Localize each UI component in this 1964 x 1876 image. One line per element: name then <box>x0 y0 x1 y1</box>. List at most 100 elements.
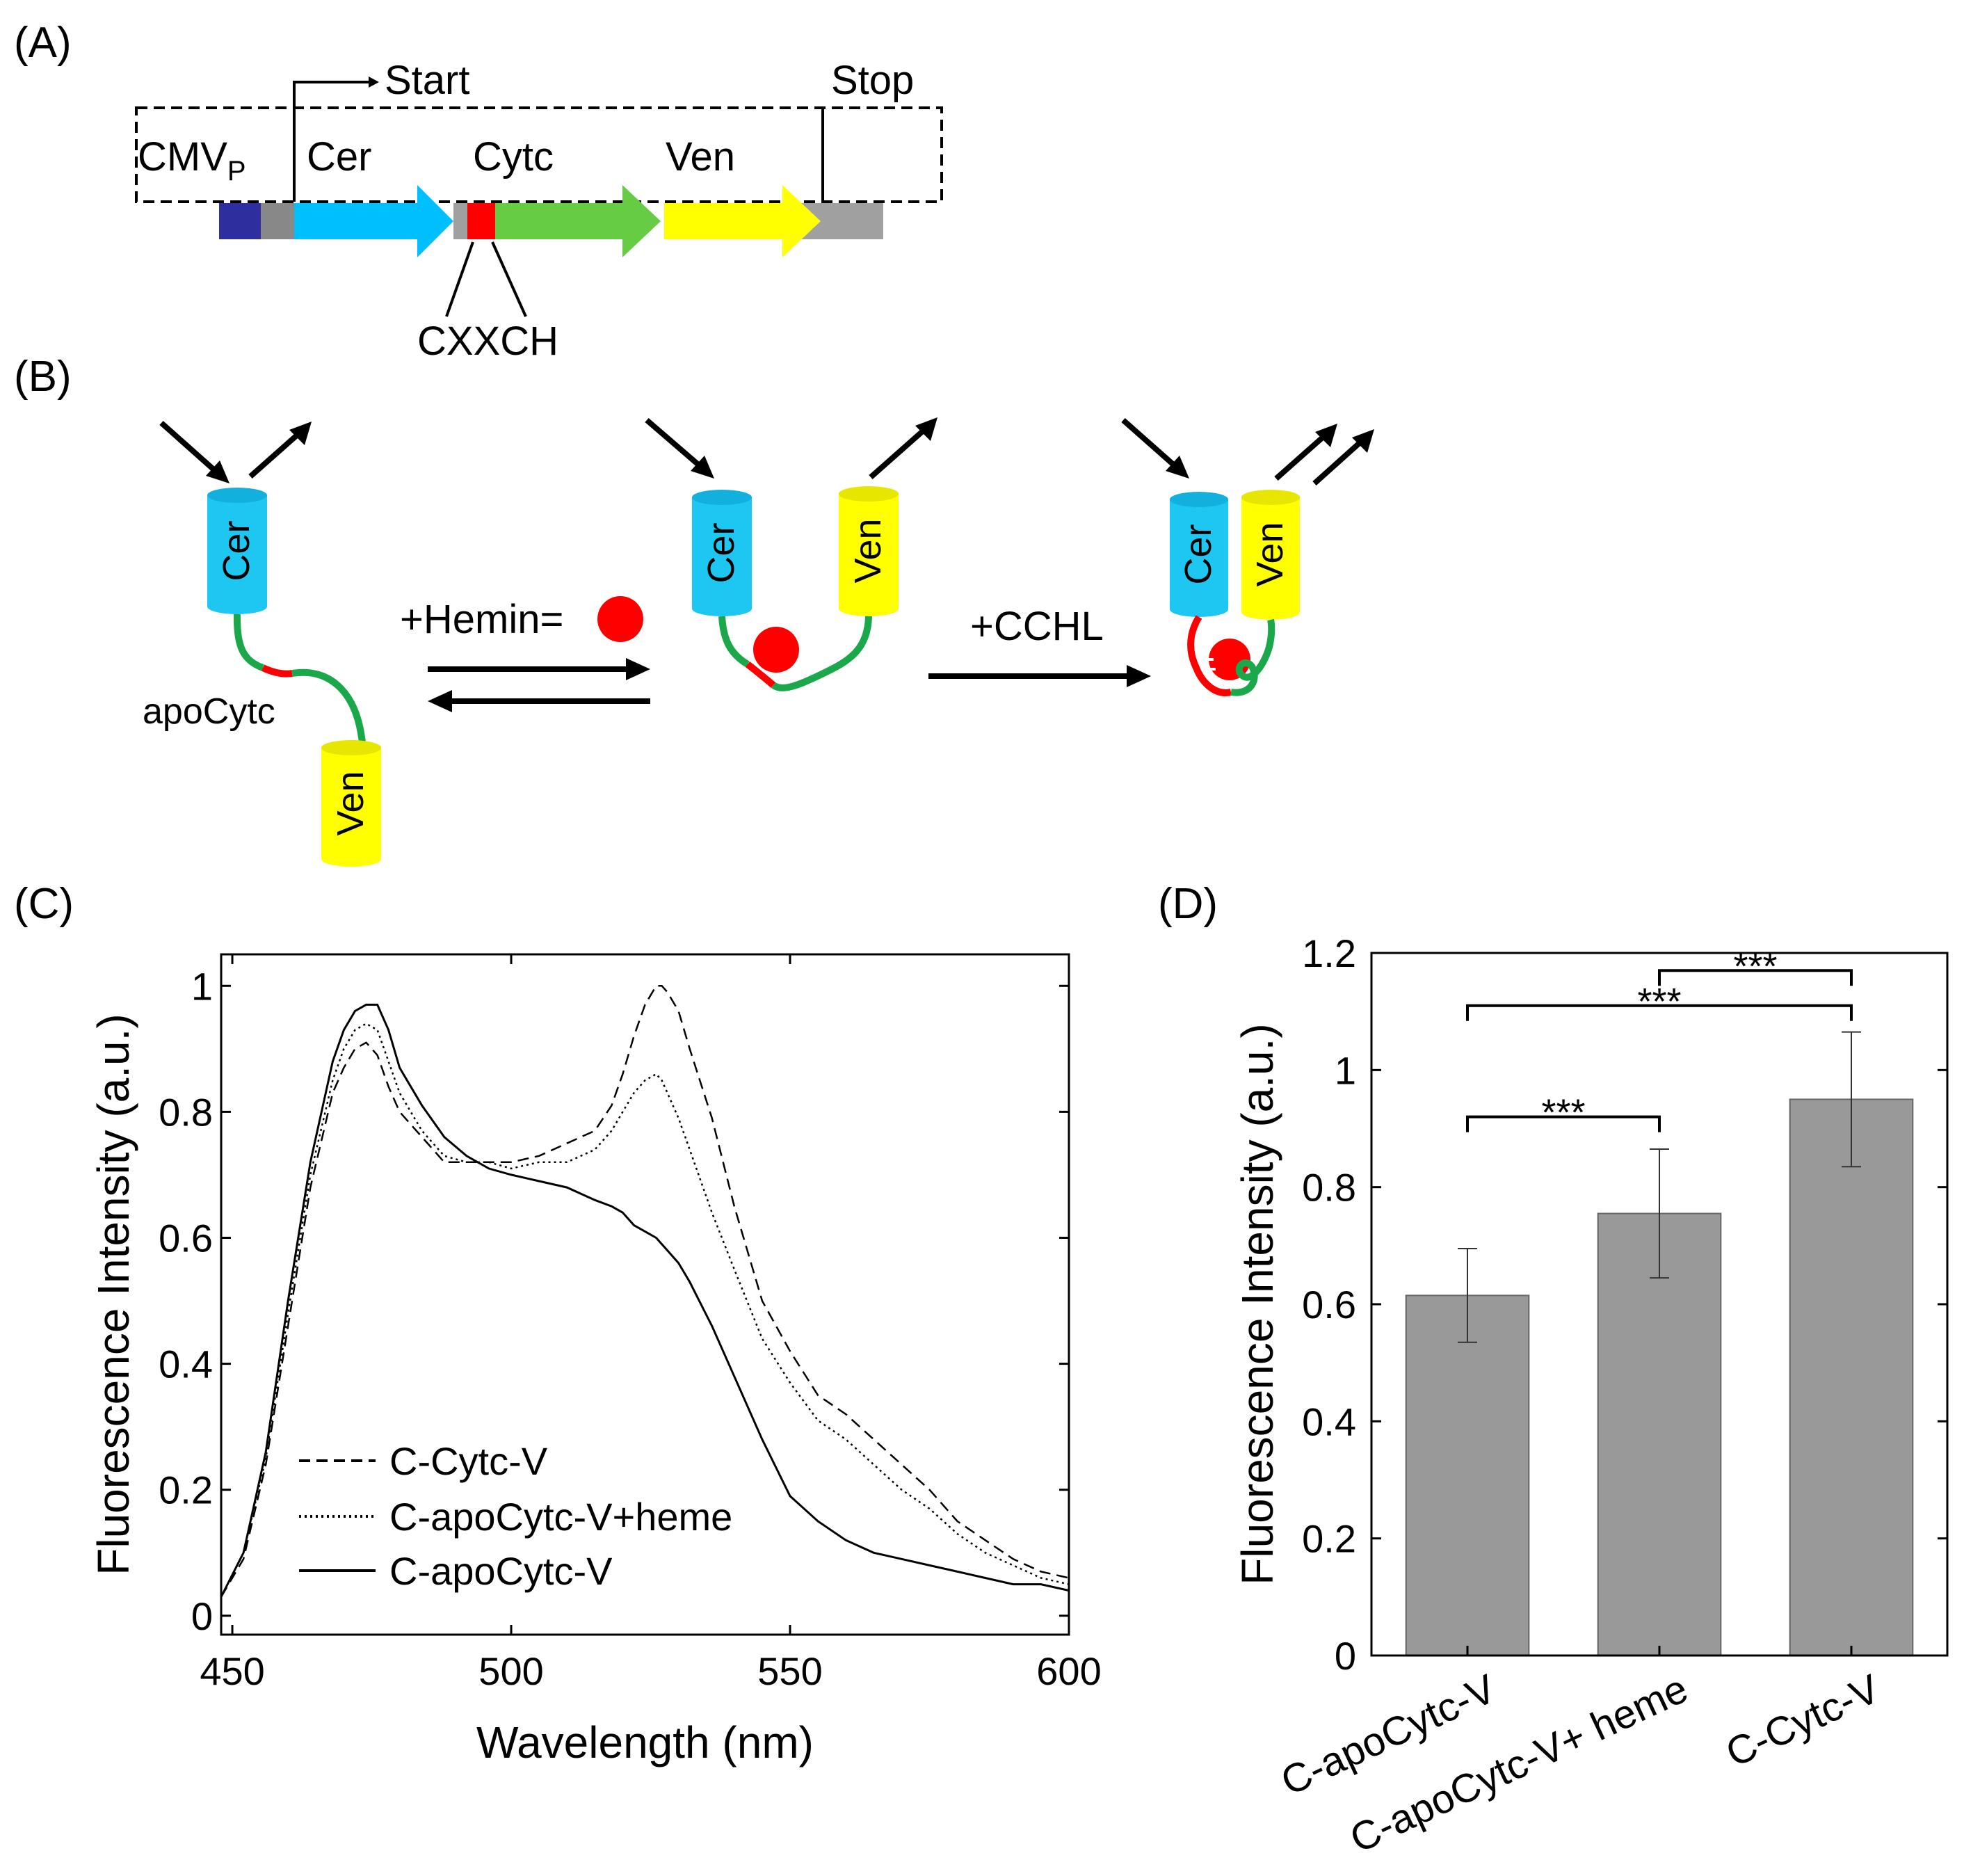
cer-text: Cer <box>216 520 257 581</box>
ven-cylinder-bottom <box>321 851 381 867</box>
series-line-dashed <box>220 985 1070 1598</box>
start-arrowhead <box>369 77 379 88</box>
heme-binding-segment <box>261 664 293 678</box>
motif-pointer-right <box>491 241 527 317</box>
emission-arrowhead-2 <box>915 417 937 441</box>
cer-cylinder-3-top <box>1170 492 1228 507</box>
ven-text-3: Ven <box>1249 522 1291 586</box>
emission-arrow-line-2 <box>869 427 927 479</box>
legend-entry: C-apoCytc-V <box>389 1549 613 1593</box>
ven-gene-arrow <box>664 185 821 257</box>
panel-d-label: (D) <box>1158 880 1218 928</box>
state-holo: Cer Ven <box>1121 418 1374 696</box>
heme-dot-2 <box>753 627 799 673</box>
state-unfolded: Cer Ven apoCytc <box>143 421 381 867</box>
y-tick-label: 0 <box>1335 1634 1356 1678</box>
bar <box>1789 1098 1914 1656</box>
x-tick-label: 500 <box>478 1649 543 1693</box>
reverse-arrowhead <box>428 690 452 712</box>
cer-cylinder-3-bottom <box>1170 602 1228 617</box>
x-tick-label: 450 <box>200 1649 264 1693</box>
gray-spacer-block <box>261 203 294 239</box>
apocytc-label: apoCytc <box>143 691 275 732</box>
ven-cylinder-2-top <box>839 486 899 502</box>
motif-label: CXXCH <box>417 319 558 364</box>
excitation-arrowhead-2 <box>691 456 714 479</box>
y-tick-label: 0.2 <box>1302 1517 1356 1561</box>
y-tick-label: 0.4 <box>159 1342 213 1386</box>
bar-plot: 00.20.40.60.811.2C-apoCytc-VC-apoCytc-V+… <box>1232 931 1949 1862</box>
significance-bracket <box>1466 1004 1853 1021</box>
linker-green-5 <box>1230 618 1275 696</box>
y-tick-label: 0 <box>191 1594 213 1638</box>
panel-c: (C) 450 500 550 600 0 0.2 0.4 0.6 0.8 1 Wavelength… <box>14 880 1102 1767</box>
cer-cylinder-2-bottom <box>692 601 752 616</box>
cer-label: Cer <box>307 134 371 179</box>
panel-c-label: (C) <box>14 880 74 928</box>
cer-cylinder-3 <box>1170 499 1228 609</box>
x-tick-label: 600 <box>1036 1649 1101 1693</box>
y-tick-label: 0.8 <box>159 1090 213 1134</box>
gray-link-block <box>453 203 467 239</box>
cer-cylinder <box>207 495 267 607</box>
heme-binding-segment-3 <box>1187 615 1232 696</box>
x-tick-label: C-Cytc-V <box>1719 1666 1887 1776</box>
legend-entry: C-apoCytc-V+heme <box>389 1495 732 1539</box>
panel-d: (D) 00.20.40.60.811.2C-apoCytc-VC-apoCyt… <box>1158 880 1949 1862</box>
stop-label: Stop <box>831 58 914 103</box>
linker-green-3 <box>718 616 750 668</box>
legend-entry: C-Cytc-V <box>389 1439 548 1483</box>
excitation-arrow-line <box>159 421 220 475</box>
cer-cylinder-2-top <box>692 490 752 505</box>
spectrum-plot: 450 500 550 600 0 0.2 0.4 0.6 0.8 1 Wavelength (nm… <box>88 953 1102 1767</box>
panel-a: (A) Start Stop CMVP Cer Cytc Ven CXXCH <box>14 19 943 364</box>
forward-arrowhead <box>626 658 650 680</box>
excitation-arrowhead <box>206 460 230 483</box>
significance-bracket <box>1658 969 1853 986</box>
excitation-arrow-line-2 <box>645 417 705 471</box>
emission-arrow-line-3a <box>1274 433 1327 481</box>
series-line-solid <box>220 1003 1070 1598</box>
cer-cylinder-bottom <box>207 599 267 614</box>
significance-bracket <box>1466 1115 1661 1132</box>
cer-text-2: Cer <box>700 522 742 583</box>
x-tick-label: 550 <box>757 1649 822 1693</box>
y-tick-label: 1.2 <box>1302 931 1356 975</box>
start-line <box>293 81 369 202</box>
linker-green-1 <box>233 614 264 671</box>
y-tick-label: 0.6 <box>159 1217 213 1260</box>
panel-b: (B) Cer Ven apoCytc +Hemin= <box>14 353 1374 867</box>
ven-cylinder-3-top <box>1241 490 1300 505</box>
y-axis-label: Fluorescence Intensity (a.u.) <box>88 1013 138 1575</box>
y-tick-label: 0.4 <box>1302 1400 1356 1443</box>
y-axis-label: Fluorescence Intensity (a.u.) <box>1232 1023 1282 1585</box>
y-tick-label: 0.2 <box>159 1468 213 1512</box>
significance-label: *** <box>1733 945 1777 987</box>
cytc-gene-arrow <box>495 185 661 257</box>
start-label: Start <box>385 58 470 103</box>
y-tick-label: 0.6 <box>1302 1283 1356 1326</box>
ven-label: Ven <box>666 134 735 179</box>
ven-text-2: Ven <box>847 518 889 583</box>
cer-cylinder-2 <box>692 497 752 609</box>
x-axis-label: Wavelength (nm) <box>476 1717 814 1767</box>
emission-arrow-line-3b <box>1312 439 1364 486</box>
cer-text-3: Cer <box>1177 524 1219 584</box>
emission-arrowhead-3a <box>1315 424 1337 447</box>
panel-a-label: (A) <box>14 19 72 67</box>
y-tick-label: 0.8 <box>1302 1166 1356 1210</box>
emission-arrow-line <box>248 431 301 479</box>
linker-green-4 <box>771 616 872 691</box>
linker-green-2 <box>291 668 366 753</box>
series-line-dotted <box>220 1023 1070 1598</box>
panel-b-label: (B) <box>14 353 72 401</box>
plot-frame <box>220 953 1070 1636</box>
y-tick-label: 1 <box>191 964 213 1008</box>
excitation-arrow-line-3 <box>1121 418 1180 470</box>
cytc-label: Cytc <box>473 134 554 179</box>
cchl-arrowhead <box>1127 665 1151 687</box>
bar <box>1405 1294 1530 1656</box>
significance-label: *** <box>1637 981 1681 1023</box>
emission-arrowhead <box>289 422 312 445</box>
